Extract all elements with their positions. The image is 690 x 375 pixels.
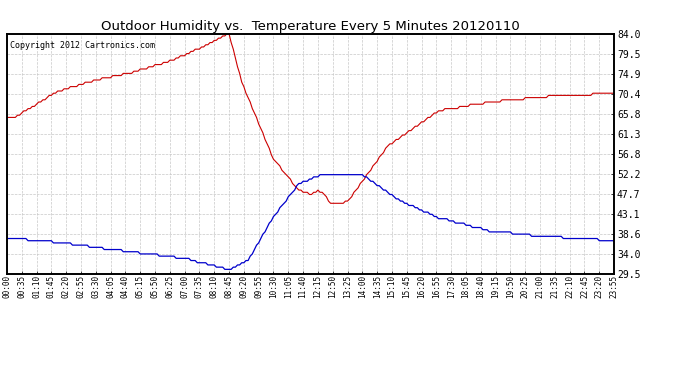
Title: Outdoor Humidity vs.  Temperature Every 5 Minutes 20120110: Outdoor Humidity vs. Temperature Every 5… <box>101 20 520 33</box>
Text: Copyright 2012 Cartronics.com: Copyright 2012 Cartronics.com <box>10 41 155 50</box>
